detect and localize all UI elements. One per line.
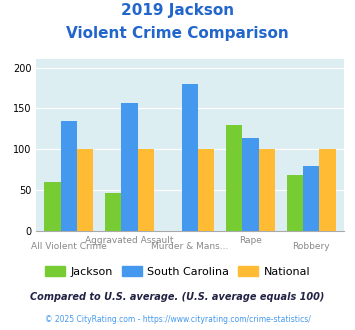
Bar [259, 149, 275, 231]
Text: All Violent Crime: All Violent Crime [31, 242, 107, 250]
Bar [319, 149, 335, 231]
Bar [137, 149, 154, 231]
Bar [286, 176, 303, 231]
Bar [226, 125, 242, 231]
Bar [77, 149, 93, 231]
Text: Aggravated Assault: Aggravated Assault [85, 236, 174, 245]
Text: Violent Crime Comparison: Violent Crime Comparison [66, 26, 289, 41]
Bar [121, 103, 137, 231]
Bar [242, 138, 259, 231]
Text: Robbery: Robbery [292, 242, 330, 250]
Text: Compared to U.S. average. (U.S. average equals 100): Compared to U.S. average. (U.S. average … [30, 292, 325, 302]
Bar [44, 182, 61, 231]
Bar [198, 149, 214, 231]
Text: Murder & Mans...: Murder & Mans... [151, 242, 229, 250]
Text: © 2025 CityRating.com - https://www.cityrating.com/crime-statistics/: © 2025 CityRating.com - https://www.city… [45, 315, 310, 324]
Text: 2019 Jackson: 2019 Jackson [121, 3, 234, 18]
Bar [105, 193, 121, 231]
Bar [61, 121, 77, 231]
Legend: Jackson, South Carolina, National: Jackson, South Carolina, National [40, 261, 315, 281]
Bar [182, 84, 198, 231]
Text: Rape: Rape [239, 236, 262, 245]
Bar [303, 166, 319, 231]
